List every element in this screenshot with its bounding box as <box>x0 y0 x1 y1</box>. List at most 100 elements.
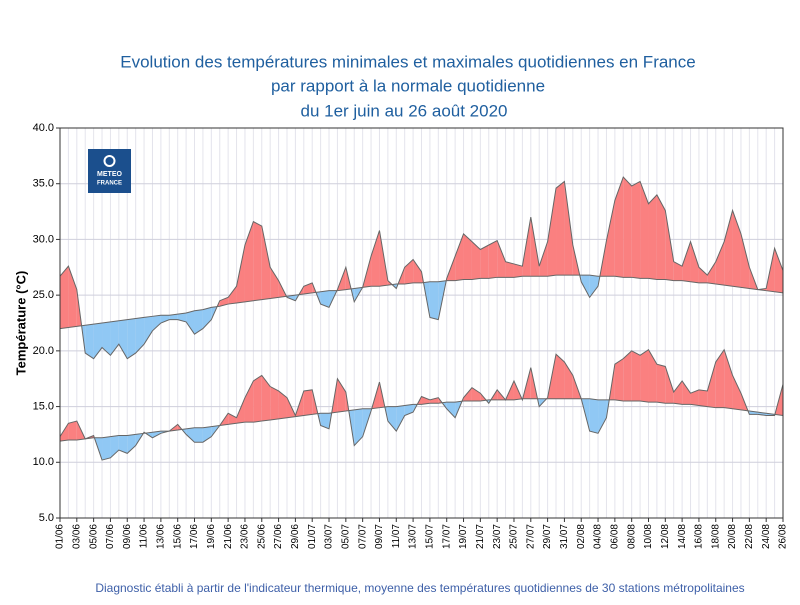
anomaly-area <box>547 188 557 277</box>
anomaly-area <box>564 362 573 399</box>
anomaly-area <box>707 261 716 284</box>
anomaly-area <box>774 248 783 293</box>
x-tick-label: 07/06 <box>105 524 116 549</box>
anomaly-area <box>429 397 439 404</box>
x-tick-label: 19/07 <box>458 524 469 549</box>
anomaly-area <box>68 266 77 328</box>
y-tick-label: 40.0 <box>33 122 54 134</box>
anomaly-area <box>556 181 565 276</box>
x-tick-label: 22/08 <box>744 524 755 549</box>
normal-line <box>59 274 784 330</box>
anomaly-area <box>228 413 237 425</box>
anomaly-area <box>471 241 481 280</box>
logo-text: METEO <box>97 171 122 178</box>
anomaly-area <box>127 318 136 359</box>
anomaly-area <box>631 350 641 401</box>
anomaly-area <box>135 317 145 354</box>
anomaly-area <box>656 194 666 280</box>
anomaly-area <box>732 375 741 410</box>
x-tick-label: 10/08 <box>643 524 654 549</box>
x-tick-label: 21/06 <box>223 524 234 549</box>
anomaly-area <box>724 349 733 409</box>
anomaly-area <box>463 233 472 280</box>
anomaly-area <box>303 389 313 416</box>
anomaly-area <box>539 241 548 277</box>
anomaly-area <box>740 233 750 289</box>
anomaly-area <box>421 396 430 405</box>
anomaly-area <box>707 362 716 408</box>
anomaly-area <box>455 233 464 281</box>
anomaly-area <box>640 181 649 279</box>
y-tick-label: 20.0 <box>33 345 54 357</box>
x-tick-label: 23/07 <box>492 524 503 549</box>
anomaly-area <box>186 310 195 335</box>
anomaly-area <box>690 241 699 283</box>
anomaly-area <box>337 378 346 413</box>
x-tick-label: 01/06 <box>55 524 66 549</box>
x-tick-label: 17/06 <box>189 524 200 549</box>
anomaly-area <box>682 380 691 405</box>
anomaly-area <box>715 241 725 286</box>
anomaly-area <box>110 435 119 458</box>
anomaly-area <box>564 181 573 276</box>
observed-line <box>59 348 784 461</box>
anomaly-area <box>690 389 699 406</box>
anomaly-area <box>236 397 245 424</box>
anomaly-area <box>68 421 77 440</box>
anomaly-area <box>463 387 472 401</box>
anomaly-area <box>505 261 514 278</box>
anomaly-area <box>152 315 161 331</box>
x-tick-label: 26/08 <box>778 524 789 549</box>
anomaly-area <box>371 230 380 287</box>
anomaly-area <box>202 426 212 443</box>
anomaly-area <box>144 316 153 345</box>
x-tick-label: 05/06 <box>88 524 99 549</box>
anomaly-area <box>194 309 203 335</box>
x-tick-label: 31/07 <box>559 524 570 549</box>
anomaly-area <box>228 286 237 305</box>
x-tick-label: 05/07 <box>340 524 351 549</box>
anomaly-area <box>202 307 212 329</box>
x-tick-label: 03/06 <box>71 524 82 549</box>
anomaly-area <box>286 295 296 301</box>
anomaly-area <box>177 312 187 322</box>
anomaly-area <box>471 387 481 401</box>
x-tick-label: 13/07 <box>408 524 419 549</box>
logo: METEO FRANCE <box>88 149 131 193</box>
anomaly-area <box>261 226 271 300</box>
anomaly-area <box>648 349 657 403</box>
logo-icon <box>103 155 116 167</box>
anomaly-area <box>413 259 422 283</box>
x-tick-label: 25/06 <box>256 524 267 549</box>
anomaly-area <box>396 405 405 432</box>
x-tick-label: 27/06 <box>273 524 284 549</box>
x-tick-label: 12/08 <box>660 524 671 549</box>
anomaly-area <box>614 177 624 278</box>
x-tick-label: 01/07 <box>307 524 318 549</box>
normal-line <box>59 398 784 442</box>
anomaly-area <box>244 221 254 302</box>
x-tick-label: 17/07 <box>441 524 452 549</box>
x-tick-label: 20/08 <box>727 524 738 549</box>
anomaly-area <box>589 275 599 298</box>
x-tick-label: 16/08 <box>694 524 705 549</box>
anomaly-area <box>614 358 624 401</box>
anomaly-area <box>127 434 136 454</box>
anomaly-area <box>480 245 489 279</box>
plot-area: 5.0 10.0 15.0 20.0 25.0 30.0 35.0 40.0 01/06 03/0… <box>33 122 789 549</box>
anomaly-area <box>715 349 725 408</box>
footer: Diagnostic établi à partir de l'indicate… <box>95 581 744 595</box>
anomaly-area <box>60 266 69 329</box>
x-tick-label: 18/08 <box>710 524 721 549</box>
anomaly-area <box>429 281 439 320</box>
x-tick-label: 15/06 <box>172 524 183 549</box>
y-tick-label: 25.0 <box>33 289 54 301</box>
anomaly-area <box>556 354 565 399</box>
anomaly-area <box>673 380 683 405</box>
anomaly-area <box>682 241 691 282</box>
anomaly-area <box>656 364 666 404</box>
anomaly-area <box>270 386 279 420</box>
anomaly-area <box>102 436 111 461</box>
x-tick-label: 11/06 <box>139 524 150 549</box>
y-tick-label: 10.0 <box>33 456 54 468</box>
